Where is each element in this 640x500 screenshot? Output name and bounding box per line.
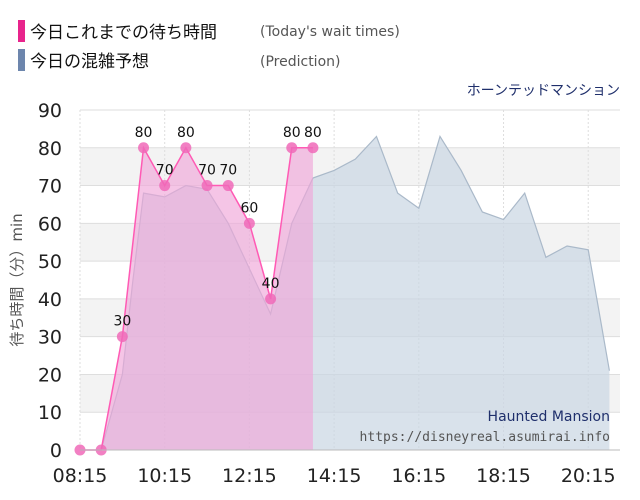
x-tick-label: 16:15 <box>391 465 446 487</box>
data-point <box>116 331 128 343</box>
data-point <box>222 180 234 192</box>
data-label: 70 <box>198 163 216 179</box>
x-axis: 08:15 10:15 12:15 14:15 16:15 18:15 20:15 <box>53 449 620 487</box>
data-label: 80 <box>283 125 301 141</box>
y-tick-label: 50 <box>38 251 62 273</box>
y-tick-label: 80 <box>38 138 62 160</box>
legend-actual-swatch <box>18 20 25 42</box>
data-label: 60 <box>240 200 258 216</box>
attraction-name: ホーンテッドマンション <box>467 83 620 99</box>
y-tick-label: 40 <box>38 289 62 311</box>
data-point <box>307 142 319 154</box>
data-point <box>180 142 192 154</box>
y-axis: 0 10 20 30 40 50 60 70 80 90 <box>38 100 62 462</box>
data-point <box>138 142 150 154</box>
x-tick-label: 18:15 <box>476 465 531 487</box>
legend-actual-label: 今日これまでの待ち時間 <box>30 23 217 43</box>
data-point <box>243 217 255 229</box>
data-label: 80 <box>304 125 322 141</box>
data-point <box>286 142 298 154</box>
data-label: 30 <box>113 314 131 330</box>
x-tick-label: 14:15 <box>307 465 362 487</box>
x-tick-label: 08:15 <box>53 465 108 487</box>
legend-prediction-label: 今日の混雑予想 <box>30 52 149 72</box>
actual-area <box>80 147 313 450</box>
x-tick-label: 10:15 <box>137 465 192 487</box>
y-axis-title: 待ち時間（分）min <box>8 213 26 346</box>
data-point <box>265 293 277 305</box>
y-tick-label: 0 <box>50 440 62 462</box>
y-tick-label: 90 <box>38 100 62 122</box>
watermark-url: https://disneyreal.asumirai.info <box>360 430 610 445</box>
legend-actual-sub: (Today's wait times) <box>260 24 400 40</box>
actual-line <box>80 145 313 451</box>
data-point <box>159 180 171 192</box>
y-tick-label: 20 <box>38 364 62 386</box>
data-point <box>201 180 213 192</box>
data-label: 80 <box>135 125 153 141</box>
x-tick-label: 20:15 <box>561 465 616 487</box>
legend-prediction-sub: (Prediction) <box>260 54 340 70</box>
data-label: 80 <box>177 125 195 141</box>
y-tick-label: 10 <box>38 402 62 424</box>
y-tick-label: 60 <box>38 213 62 235</box>
data-label: 70 <box>219 163 237 179</box>
data-label: 40 <box>262 276 280 292</box>
data-label: 70 <box>156 163 174 179</box>
watermark-title: Haunted Mansion <box>488 409 610 425</box>
y-tick-label: 30 <box>38 327 62 349</box>
y-tick-label: 70 <box>38 176 62 198</box>
legend-prediction-swatch <box>18 49 25 71</box>
x-tick-label: 12:15 <box>222 465 277 487</box>
